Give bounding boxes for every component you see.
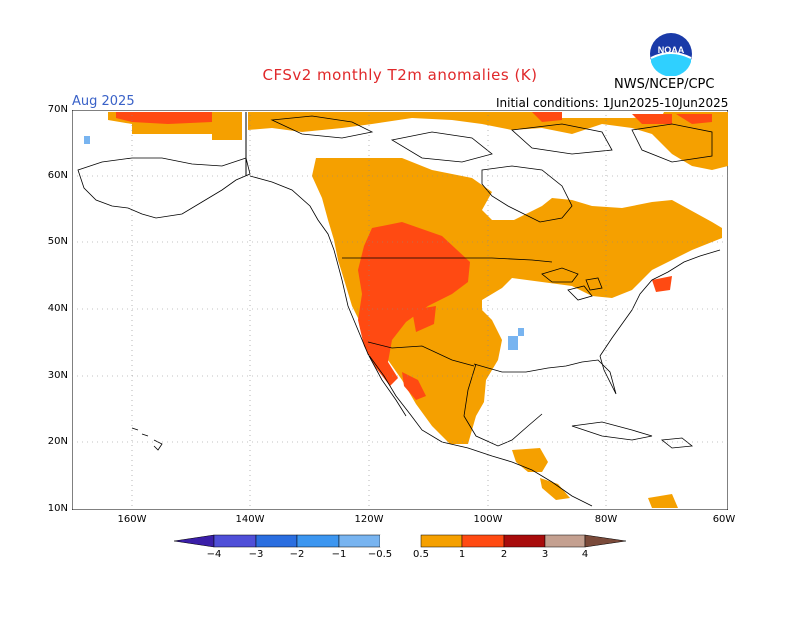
lon-label-80w: 80W bbox=[594, 514, 618, 525]
agency-label: NWS/NCEP/CPC bbox=[614, 77, 715, 92]
colorbar-label: −2 bbox=[289, 549, 305, 560]
forecast-month: Aug 2025 bbox=[72, 94, 135, 109]
anomaly-map bbox=[72, 110, 728, 510]
lon-label-120w: 120W bbox=[354, 514, 384, 525]
colorbar bbox=[174, 534, 626, 548]
colorbar-label: −0.5 bbox=[367, 549, 393, 560]
colorbar-label: 3 bbox=[541, 549, 549, 560]
lat-label-60n: 60N bbox=[47, 170, 68, 181]
lon-label-60w: 60W bbox=[712, 514, 736, 525]
map-title: CFSv2 monthly T2m anomalies (K) bbox=[262, 66, 538, 84]
colorbar-label: −3 bbox=[248, 549, 264, 560]
lat-label-10n: 10N bbox=[47, 503, 68, 514]
initial-conditions: Initial conditions: 1Jun2025-10Jun2025 bbox=[496, 96, 729, 110]
anomaly-fill-cool-0-5 bbox=[84, 136, 524, 350]
colorbar-label: −4 bbox=[206, 549, 222, 560]
colorbar-label: 0.5 bbox=[413, 549, 429, 560]
lon-label-100w: 100W bbox=[473, 514, 503, 525]
lat-label-40n: 40N bbox=[47, 303, 68, 314]
lat-label-30n: 30N bbox=[47, 370, 68, 381]
lat-label-70n: 70N bbox=[47, 104, 68, 115]
colorbar-label: 4 bbox=[581, 549, 589, 560]
colorbar-label: 2 bbox=[500, 549, 508, 560]
lat-label-20n: 20N bbox=[47, 436, 68, 447]
lon-label-160w: 160W bbox=[117, 514, 147, 525]
noaa-logo: NOAA bbox=[650, 33, 692, 76]
lon-label-140w: 140W bbox=[235, 514, 265, 525]
coastlines bbox=[77, 112, 721, 507]
logo-text: NOAA bbox=[658, 45, 685, 55]
colorbar-label: 1 bbox=[458, 549, 466, 560]
colorbar-label: −1 bbox=[331, 549, 347, 560]
lat-label-50n: 50N bbox=[47, 236, 68, 247]
anomaly-fill-warm-1 bbox=[116, 112, 712, 400]
map-grid bbox=[72, 110, 728, 510]
